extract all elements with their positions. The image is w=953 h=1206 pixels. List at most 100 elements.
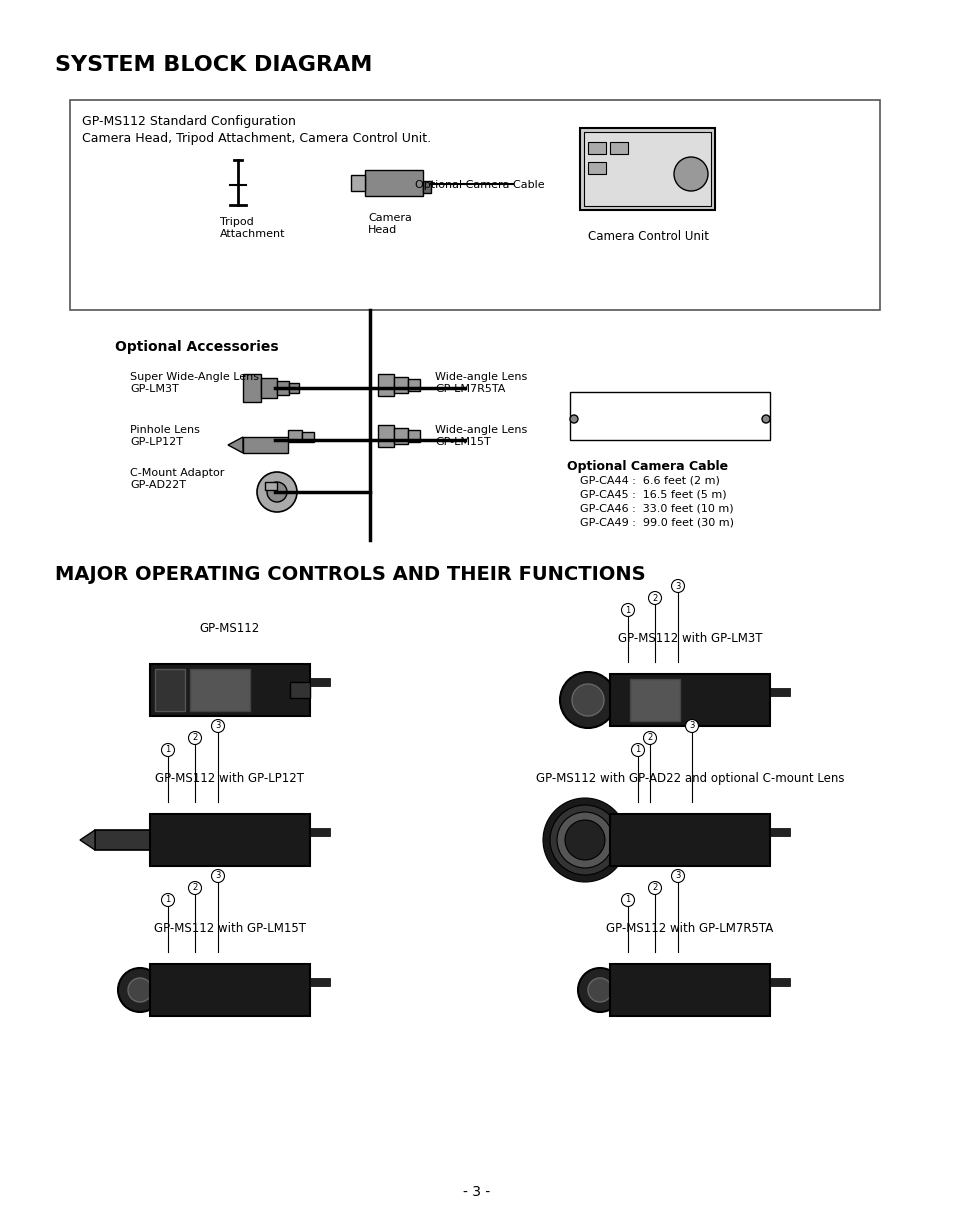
Text: MAJOR OPERATING CONTROLS AND THEIR FUNCTIONS: MAJOR OPERATING CONTROLS AND THEIR FUNCT…: [55, 564, 645, 584]
Bar: [243, 374, 261, 402]
Text: Optional Camera Cable: Optional Camera Cable: [415, 180, 544, 191]
Text: - 3 -: - 3 -: [463, 1185, 490, 1199]
Text: GP-MS112 with GP-AD22 and optional C-mount Lens: GP-MS112 with GP-AD22 and optional C-mou…: [536, 772, 843, 785]
Text: Tripod
Attachment: Tripod Attachment: [220, 217, 285, 239]
Bar: [583, 131, 710, 206]
Circle shape: [578, 968, 621, 1012]
Text: GP-MS112 Standard Configuration: GP-MS112 Standard Configuration: [82, 115, 295, 128]
Circle shape: [256, 472, 296, 513]
Circle shape: [212, 720, 224, 732]
Bar: [150, 665, 310, 716]
Text: SYSTEM BLOCK DIAGRAM: SYSTEM BLOCK DIAGRAM: [55, 55, 372, 75]
Circle shape: [631, 744, 644, 756]
Text: 3: 3: [215, 721, 220, 731]
Circle shape: [557, 812, 613, 868]
Circle shape: [648, 882, 660, 895]
Circle shape: [161, 744, 174, 756]
Bar: [609, 814, 769, 866]
Text: GP-MS112 with GP-LM3T: GP-MS112 with GP-LM3T: [618, 632, 761, 645]
Text: Optional Accessories: Optional Accessories: [115, 340, 278, 355]
Text: 1: 1: [165, 896, 171, 904]
Polygon shape: [80, 830, 95, 850]
Bar: [579, 128, 714, 210]
Text: 3: 3: [689, 721, 694, 731]
Bar: [394, 428, 408, 444]
Text: 1: 1: [625, 896, 630, 904]
Circle shape: [569, 415, 578, 423]
Bar: [290, 683, 310, 698]
Text: 3: 3: [215, 872, 220, 880]
Text: C-Mount Adaptor
GP-AD22T: C-Mount Adaptor GP-AD22T: [130, 468, 224, 490]
Bar: [629, 679, 679, 721]
Text: Super Wide-Angle Lens
GP-LM3T: Super Wide-Angle Lens GP-LM3T: [130, 371, 258, 393]
Text: GP-CA49 :  99.0 feet (30 m): GP-CA49 : 99.0 feet (30 m): [579, 517, 733, 527]
Bar: [154, 669, 185, 712]
Circle shape: [671, 870, 684, 883]
Circle shape: [559, 672, 616, 728]
Bar: [276, 381, 289, 396]
Bar: [310, 678, 330, 686]
Text: 2: 2: [647, 733, 652, 743]
Circle shape: [267, 482, 287, 502]
Circle shape: [643, 732, 656, 744]
Text: Optional Camera Cable: Optional Camera Cable: [566, 459, 727, 473]
Circle shape: [620, 603, 634, 616]
Bar: [408, 431, 419, 443]
Bar: [150, 814, 310, 866]
Circle shape: [564, 820, 604, 860]
Text: Wide-angle Lens
GP-LM7R5TA: Wide-angle Lens GP-LM7R5TA: [435, 371, 527, 393]
Bar: [289, 384, 298, 393]
Bar: [394, 377, 408, 393]
Text: 1: 1: [635, 745, 640, 755]
Polygon shape: [228, 437, 243, 453]
Circle shape: [685, 720, 698, 732]
Circle shape: [550, 804, 619, 876]
Circle shape: [542, 798, 626, 882]
Text: GP-MS112 with GP-LM7R5TA: GP-MS112 with GP-LM7R5TA: [606, 923, 773, 935]
Circle shape: [671, 580, 684, 592]
Circle shape: [118, 968, 162, 1012]
Circle shape: [761, 415, 769, 423]
Bar: [377, 425, 394, 447]
Bar: [609, 964, 769, 1015]
Bar: [190, 669, 250, 712]
Circle shape: [673, 157, 707, 191]
Text: GP-CA46 :  33.0 feet (10 m): GP-CA46 : 33.0 feet (10 m): [579, 503, 733, 513]
Bar: [769, 978, 789, 987]
Bar: [769, 829, 789, 836]
Circle shape: [161, 894, 174, 907]
Circle shape: [189, 732, 201, 744]
Text: 3: 3: [675, 581, 680, 591]
Text: Wide-angle Lens
GP-LM15T: Wide-angle Lens GP-LM15T: [435, 425, 527, 446]
Bar: [408, 379, 419, 391]
Bar: [587, 162, 605, 174]
Circle shape: [620, 894, 634, 907]
Text: 2: 2: [652, 593, 657, 603]
Circle shape: [587, 978, 612, 1002]
Circle shape: [189, 882, 201, 895]
Bar: [422, 181, 431, 193]
Text: Pinhole Lens
GP-LP12T: Pinhole Lens GP-LP12T: [130, 425, 200, 446]
Text: Camera Control Unit: Camera Control Unit: [587, 230, 708, 242]
Circle shape: [212, 870, 224, 883]
Bar: [243, 437, 288, 453]
Text: Camera
Head: Camera Head: [368, 213, 412, 235]
Bar: [70, 100, 879, 310]
Bar: [310, 829, 330, 836]
Bar: [769, 687, 789, 696]
Bar: [351, 175, 365, 191]
Text: Camera Head, Tripod Attachment, Camera Control Unit.: Camera Head, Tripod Attachment, Camera C…: [82, 131, 431, 145]
Text: 2: 2: [193, 733, 197, 743]
Text: 1: 1: [165, 745, 171, 755]
Bar: [609, 142, 627, 154]
Bar: [265, 482, 276, 490]
Text: 2: 2: [652, 884, 657, 892]
Text: GP-MS112: GP-MS112: [200, 622, 260, 636]
Bar: [310, 978, 330, 987]
Text: 1: 1: [625, 605, 630, 615]
Bar: [261, 377, 276, 398]
Bar: [609, 674, 769, 726]
Bar: [150, 964, 310, 1015]
Bar: [569, 392, 769, 440]
Circle shape: [128, 978, 152, 1002]
